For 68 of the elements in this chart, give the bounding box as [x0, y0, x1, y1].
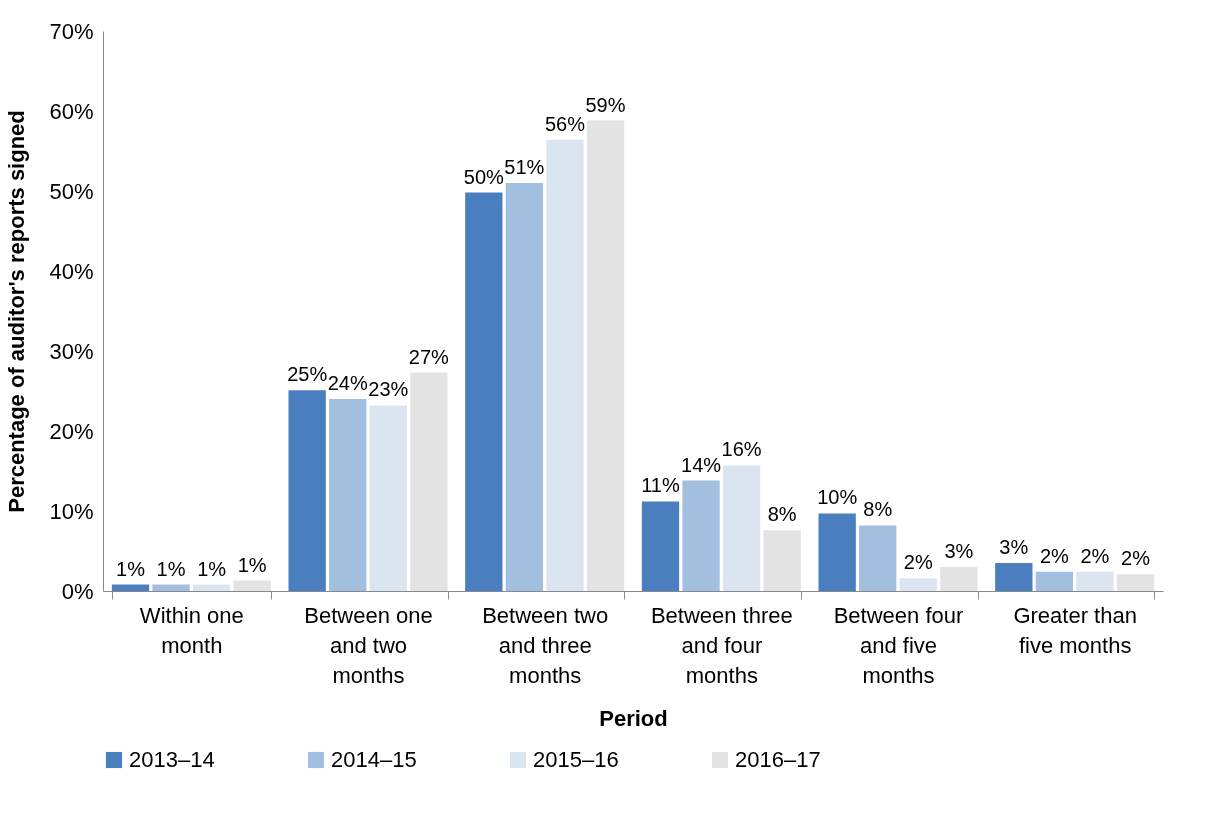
legend-label: 2015–16 [533, 747, 619, 772]
data-label: 10% [817, 486, 858, 509]
data-label: 1% [197, 557, 227, 580]
y-tick-label: 0% [61, 578, 94, 604]
data-label: 3% [944, 540, 974, 562]
bar [818, 513, 856, 591]
data-label: 51% [504, 156, 545, 178]
bar [899, 578, 937, 591]
data-label: 2% [1121, 547, 1151, 570]
data-label: 2% [1039, 544, 1070, 567]
y-tick-label: 30% [49, 338, 94, 364]
x-tick-label: Between three and four months [650, 602, 793, 688]
bar [288, 390, 326, 591]
y-tick-label: 20% [49, 418, 94, 444]
bar [1076, 571, 1114, 591]
data-label: 1% [237, 553, 267, 576]
y-tick-label: 40% [49, 258, 94, 284]
data-label: 1% [156, 557, 186, 580]
bar [329, 399, 367, 591]
x-tick-label: Between two and three months [482, 602, 609, 688]
y-tick-label: 50% [49, 178, 94, 204]
bar [641, 501, 680, 591]
bar [465, 192, 503, 591]
bar [995, 563, 1033, 591]
legend-label: 2016–17 [735, 747, 821, 772]
x-tick-label: Greater than five months [1013, 602, 1137, 658]
x-tick-label: Within one month [139, 602, 244, 658]
data-label: 2% [1080, 544, 1110, 567]
data-label: 1% [116, 557, 146, 580]
bar [1035, 571, 1074, 591]
data-label: 24% [327, 372, 368, 394]
data-label: 23% [368, 378, 409, 401]
bar [940, 567, 978, 591]
bar [682, 480, 720, 591]
data-label: 2% [903, 551, 933, 574]
legend-label: 2013–14 [129, 747, 215, 772]
data-label: 50% [463, 165, 505, 188]
bar [546, 139, 584, 591]
x-axis-title: Period [599, 705, 668, 731]
data-label: 3% [999, 536, 1029, 558]
data-label: 56% [544, 112, 586, 135]
bar [1116, 574, 1155, 591]
bar [369, 405, 407, 591]
bar [111, 584, 150, 591]
y-tick-label: 60% [49, 98, 94, 124]
bar [763, 530, 801, 591]
y-tick-label: 70% [49, 18, 94, 44]
data-label: 16% [721, 438, 762, 461]
data-label: 11% [641, 474, 680, 497]
data-label: 14% [681, 453, 722, 476]
data-label: 8% [863, 498, 893, 521]
x-tick-label: Between four and five months [833, 602, 964, 688]
data-label: 8% [767, 503, 797, 526]
bar [152, 584, 190, 591]
x-tick-label: Between one and two months [304, 602, 433, 688]
y-tick-label: 10% [49, 498, 94, 524]
bar [192, 584, 231, 591]
bar [859, 525, 897, 591]
data-label: 59% [585, 93, 626, 116]
bar [410, 372, 448, 591]
bar [505, 183, 544, 591]
bar [722, 465, 761, 591]
bar [233, 580, 271, 591]
data-label: 25% [287, 363, 328, 386]
bar [586, 120, 625, 591]
y-axis-title: Percentage of auditor's reports signed [4, 110, 30, 513]
data-label: 27% [408, 345, 450, 368]
legend-label: 2014–15 [331, 747, 417, 772]
